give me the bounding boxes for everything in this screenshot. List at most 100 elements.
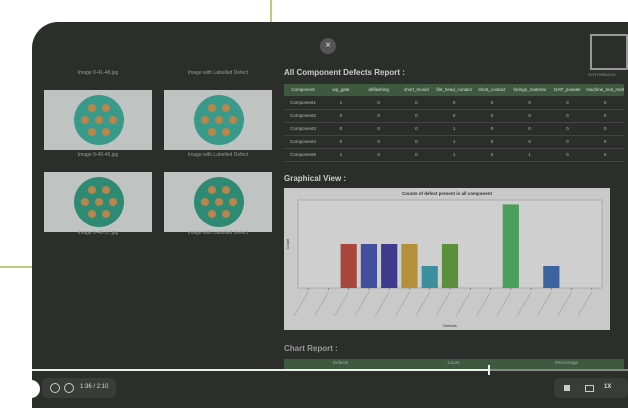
pin bbox=[102, 103, 110, 112]
controls-left bbox=[42, 378, 116, 398]
bar bbox=[421, 266, 438, 288]
pin bbox=[95, 116, 103, 124]
image-caption: Image with Labelled Defect bbox=[187, 70, 249, 76]
pin bbox=[102, 210, 110, 219]
table-cell: 0 bbox=[510, 110, 549, 123]
image-caption: Image 9-40-17.jpg bbox=[77, 230, 119, 236]
table-cell: 0 bbox=[510, 97, 549, 110]
bar bbox=[502, 204, 519, 288]
table-cell: 0 bbox=[359, 110, 398, 123]
pin bbox=[222, 210, 230, 219]
controls-right bbox=[554, 378, 628, 398]
table-cell: 0 bbox=[397, 136, 436, 149]
table-header: Component bbox=[284, 84, 322, 96]
table-cell: 0 bbox=[473, 123, 511, 136]
table-cell: 0 bbox=[397, 123, 436, 136]
table-cell: 0 bbox=[586, 123, 624, 136]
pin bbox=[215, 116, 223, 124]
graph-heading: Graphical View : bbox=[284, 174, 347, 183]
bar bbox=[401, 244, 418, 288]
table-cell: 0 bbox=[586, 149, 624, 162]
image bbox=[44, 90, 152, 150]
pin bbox=[222, 103, 230, 112]
table-cell: Component5 bbox=[284, 149, 322, 162]
table-header: short_mould bbox=[397, 84, 436, 96]
table-cell: 1 bbox=[510, 149, 549, 162]
play-button[interactable] bbox=[22, 380, 40, 398]
x-tick-text-placeholder bbox=[435, 291, 451, 317]
table-cell: 1 bbox=[435, 149, 473, 162]
table-cell: 0 bbox=[397, 149, 436, 162]
table-cell: 0 bbox=[473, 110, 511, 123]
table-cell: 0 bbox=[586, 110, 624, 123]
x-tick-text-placeholder bbox=[374, 291, 390, 317]
chart-report-header: Defects Count Percentage bbox=[284, 359, 624, 369]
table-cell: 0 bbox=[322, 136, 360, 149]
rewind-button[interactable] bbox=[50, 383, 60, 393]
table-cell: Component2 bbox=[284, 110, 322, 123]
pin bbox=[229, 198, 237, 206]
x-tick-text-placeholder bbox=[516, 291, 532, 317]
table-cell: 0 bbox=[586, 97, 624, 110]
x-tick-text-placeholder bbox=[334, 291, 349, 317]
bar bbox=[340, 244, 357, 288]
image-caption: Image 9-41-48.jpg bbox=[77, 70, 119, 76]
table-cell: 1 bbox=[435, 123, 473, 136]
image bbox=[164, 172, 272, 232]
pin bbox=[208, 128, 216, 137]
bar bbox=[381, 244, 398, 288]
volume-button[interactable] bbox=[564, 385, 570, 391]
table-cell: 0 bbox=[548, 136, 587, 149]
x-axis-label: Defects bbox=[443, 323, 457, 328]
x-tick-text-placeholder bbox=[314, 291, 329, 317]
forward-button[interactable] bbox=[64, 383, 74, 393]
player: × SYNTHREACH All Component Defects Repor… bbox=[32, 22, 628, 408]
table-header: wp_gate bbox=[322, 84, 360, 96]
table-cell: 0 bbox=[359, 149, 398, 162]
close-button[interactable]: × bbox=[320, 38, 336, 54]
pin bbox=[88, 103, 96, 112]
x-tick-text-placeholder bbox=[293, 291, 309, 317]
table-cell: 0 bbox=[548, 149, 587, 162]
speed[interactable]: 1X bbox=[604, 384, 612, 390]
chart: Counts of defect present in all componen… bbox=[284, 188, 610, 330]
table-header: foreign_material bbox=[510, 84, 549, 96]
x-tick-text-placeholder bbox=[496, 291, 512, 317]
table-cell: 0 bbox=[322, 110, 360, 123]
table-cell: 0 bbox=[359, 97, 398, 110]
pin bbox=[102, 185, 110, 194]
image-caption: Image 9-40-46.jpg bbox=[77, 152, 119, 158]
table-cell: 0 bbox=[586, 136, 624, 149]
pin bbox=[201, 116, 209, 124]
bar bbox=[441, 244, 459, 288]
table-cell: 0 bbox=[359, 136, 398, 149]
table-cell: 0 bbox=[548, 123, 587, 136]
report-table: Component wp_gate deflashing short_mould fla… bbox=[284, 84, 624, 162]
pin bbox=[208, 185, 216, 194]
pin bbox=[229, 116, 237, 124]
pin bbox=[109, 198, 117, 206]
table-header: machine_tool_mark_pocket bbox=[586, 84, 624, 96]
progress-handle[interactable] bbox=[488, 365, 490, 375]
table-cell: Component4 bbox=[284, 136, 322, 149]
table-cell: 0 bbox=[548, 97, 587, 110]
table-cell: 0 bbox=[397, 97, 436, 110]
table-cell: Component3 bbox=[284, 123, 322, 136]
caption-button[interactable] bbox=[585, 385, 594, 392]
pin bbox=[109, 116, 117, 124]
pin bbox=[222, 128, 230, 137]
pin bbox=[88, 185, 96, 194]
table-header: short_contact bbox=[473, 84, 511, 96]
x-tick-text-placeholder bbox=[456, 291, 471, 317]
table-cell: 1 bbox=[322, 97, 360, 110]
x-tick-text-placeholder bbox=[395, 291, 410, 317]
pin bbox=[81, 116, 89, 124]
table-cell: 0 bbox=[435, 110, 473, 123]
logo bbox=[590, 34, 628, 70]
table-cell: 0 bbox=[510, 136, 549, 149]
chart-title: Counts of defect present in all componen… bbox=[402, 191, 493, 196]
image-caption: Image with Labelled Defect bbox=[187, 152, 249, 158]
part bbox=[194, 177, 244, 227]
pin bbox=[88, 210, 96, 219]
table-cell: 0 bbox=[510, 123, 549, 136]
